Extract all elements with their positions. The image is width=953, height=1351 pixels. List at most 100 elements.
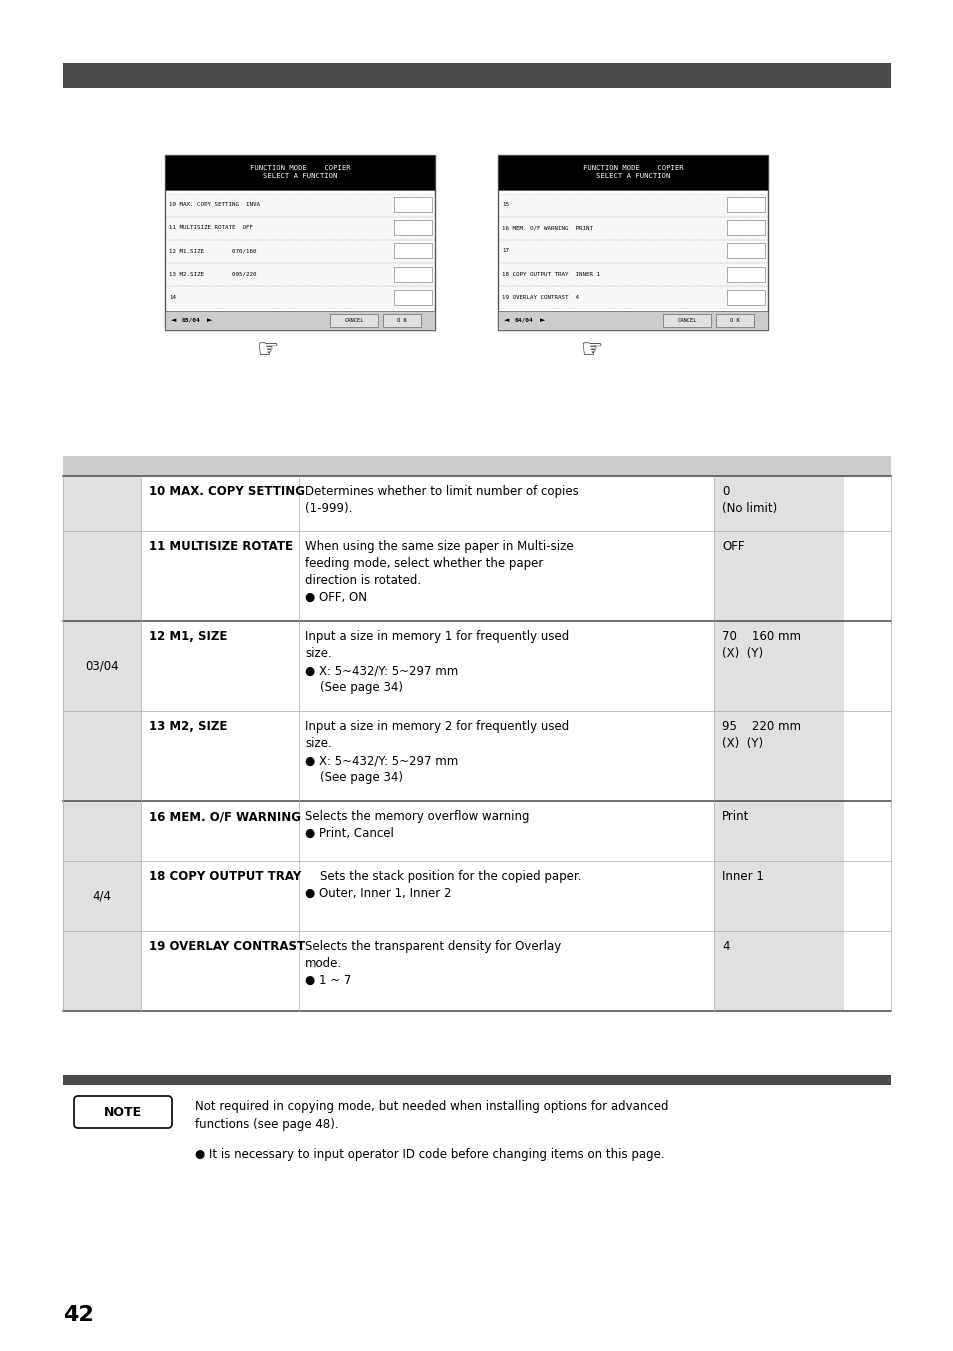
Bar (726, 266, 764, 281)
Bar (498, 239, 766, 262)
Bar (498, 286, 766, 308)
Text: CANCEL: CANCEL (344, 317, 363, 323)
Text: 13 M2, SIZE: 13 M2, SIZE (149, 720, 227, 734)
Bar (141, 801, 298, 861)
Text: 10 MAX. COPY SETTING  INVA: 10 MAX. COPY SETTING INVA (169, 203, 260, 207)
FancyBboxPatch shape (74, 1096, 172, 1128)
Text: 70    160 mm
(X)  (Y): 70 160 mm (X) (Y) (721, 630, 801, 661)
Bar (141, 621, 298, 711)
Bar (298, 711, 713, 801)
Bar (394, 266, 432, 281)
Text: 13 M2.SIZE        095/220: 13 M2.SIZE 095/220 (169, 272, 256, 277)
Bar (662, 313, 710, 327)
Text: 42: 42 (63, 1305, 93, 1325)
Text: 17: 17 (501, 249, 509, 254)
Bar (63, 63, 890, 88)
Bar (63, 801, 141, 861)
Bar (394, 197, 432, 212)
Bar (63, 711, 141, 801)
Text: ►: ► (207, 317, 213, 323)
Bar (298, 931, 713, 1011)
Text: ☞: ☞ (580, 338, 603, 362)
Bar (713, 476, 843, 531)
Text: 4: 4 (721, 940, 729, 952)
Text: 0
(No limit): 0 (No limit) (721, 485, 777, 515)
Bar (497, 155, 767, 190)
Text: ►: ► (539, 317, 545, 323)
Bar (141, 861, 298, 931)
Bar (382, 313, 420, 327)
Text: ◄: ◄ (171, 317, 176, 323)
Text: O K: O K (396, 317, 406, 323)
Text: Inner 1: Inner 1 (721, 870, 763, 884)
Text: 16 MEM. O/F WARNING  PRINT: 16 MEM. O/F WARNING PRINT (501, 226, 593, 230)
Bar (497, 155, 767, 330)
Bar (298, 621, 713, 711)
Text: FUNCTION MODE    COPIER
SELECT A FUNCTION: FUNCTION MODE COPIER SELECT A FUNCTION (582, 166, 682, 180)
Text: 04/04: 04/04 (515, 317, 533, 323)
Bar (166, 263, 434, 285)
Text: 15: 15 (501, 203, 509, 207)
Bar (166, 239, 434, 262)
Bar (713, 861, 843, 931)
Text: ● It is necessary to input operator ID code before changing items on this page.: ● It is necessary to input operator ID c… (194, 1148, 664, 1161)
Text: ◄: ◄ (503, 317, 509, 323)
Bar (498, 193, 766, 216)
Text: 03/04: 03/04 (85, 659, 119, 673)
Text: Print: Print (721, 811, 749, 823)
Text: O K: O K (729, 317, 740, 323)
Text: OFF: OFF (721, 540, 743, 553)
Bar (498, 263, 766, 285)
Bar (726, 197, 764, 212)
Bar (165, 155, 435, 190)
Bar (394, 289, 432, 305)
Text: 11 MULTISIZE ROTATE: 11 MULTISIZE ROTATE (149, 540, 293, 553)
Bar (330, 313, 377, 327)
Bar (63, 531, 141, 621)
Bar (141, 931, 298, 1011)
Text: Input a size in memory 1 for frequently used
size.
● X: 5~432/Y: 5~297 mm
    (S: Input a size in memory 1 for frequently … (305, 630, 569, 694)
Text: 14: 14 (169, 295, 175, 300)
Bar (63, 1075, 890, 1085)
Bar (713, 801, 843, 861)
Bar (166, 193, 434, 216)
Text: Selects the memory overflow warning
● Print, Cancel: Selects the memory overflow warning ● Pr… (305, 811, 529, 840)
Text: CANCEL: CANCEL (677, 317, 696, 323)
Bar (298, 531, 713, 621)
Bar (63, 861, 141, 931)
Bar (298, 476, 713, 531)
Bar (63, 621, 141, 711)
Bar (298, 861, 713, 931)
Bar (394, 220, 432, 235)
Bar (63, 457, 890, 476)
Text: Input a size in memory 2 for frequently used
size.
● X: 5~432/Y: 5~297 mm
    (S: Input a size in memory 2 for frequently … (305, 720, 569, 784)
Text: Selects the transparent density for Overlay
mode.
● 1 ~ 7: Selects the transparent density for Over… (305, 940, 560, 988)
Text: When using the same size paper in Multi-size
feeding mode, select whether the pa: When using the same size paper in Multi-… (305, 540, 573, 604)
Bar (165, 155, 435, 330)
Text: 95    220 mm
(X)  (Y): 95 220 mm (X) (Y) (721, 720, 801, 750)
Bar (713, 711, 843, 801)
Text: 11 MULTISIZE ROTATE  OFF: 11 MULTISIZE ROTATE OFF (169, 226, 253, 230)
Text: 18 COPY OUTPUT TRAY: 18 COPY OUTPUT TRAY (149, 870, 301, 884)
Text: 10 MAX. COPY SETTING: 10 MAX. COPY SETTING (149, 485, 305, 499)
Bar (716, 313, 753, 327)
Bar (713, 621, 843, 711)
Bar (298, 801, 713, 861)
Text: 16 MEM. O/F WARNING: 16 MEM. O/F WARNING (149, 811, 301, 823)
Text: Sets the stack position for the copied paper.
● Outer, Inner 1, Inner 2: Sets the stack position for the copied p… (305, 870, 581, 900)
Bar (726, 289, 764, 305)
Bar (63, 476, 141, 531)
Text: Not required in copying mode, but needed when installing options for advanced
fu: Not required in copying mode, but needed… (194, 1100, 668, 1131)
Text: 4/4: 4/4 (92, 889, 112, 902)
Bar (165, 311, 435, 330)
Bar (498, 216, 766, 239)
Text: Determines whether to limit number of copies
(1-999).: Determines whether to limit number of co… (305, 485, 578, 515)
Bar (726, 220, 764, 235)
Text: 18 COPY OUTPUT TRAY  INNER 1: 18 COPY OUTPUT TRAY INNER 1 (501, 272, 599, 277)
Bar (394, 243, 432, 258)
Text: ☞: ☞ (256, 338, 278, 362)
Bar (497, 311, 767, 330)
Bar (63, 931, 141, 1011)
Bar (713, 531, 843, 621)
Text: 03/04: 03/04 (182, 317, 200, 323)
